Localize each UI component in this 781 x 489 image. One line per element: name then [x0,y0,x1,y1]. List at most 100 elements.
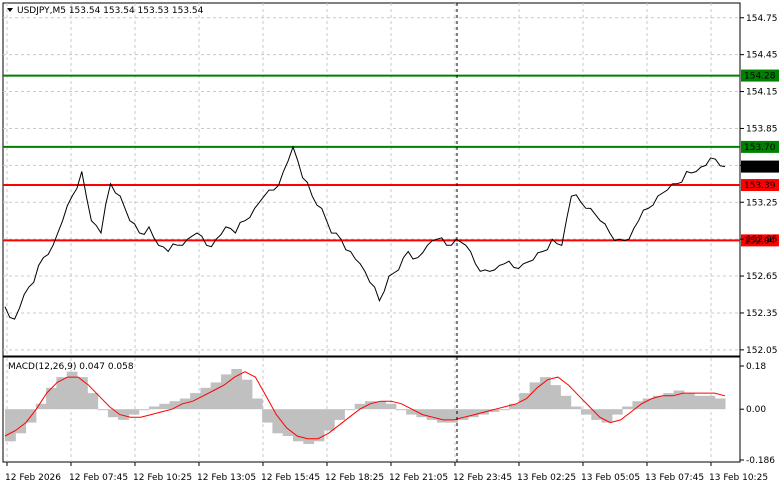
macd-histogram-bar [5,409,16,442]
macd-histogram-bar [313,409,325,442]
macd-histogram-bar [169,401,181,410]
macd-histogram-bar [303,409,315,444]
macd-histogram-bar [231,369,243,410]
macd-histogram-bar [149,406,160,410]
time-tick-label: 12 Feb 10:25 [133,473,192,483]
macd-histogram-bar [601,409,613,423]
macd-histogram-bar [293,409,304,442]
price-tick-label: 154.75 [746,14,778,24]
macd-axis: 0.18 0.00 -0.186 [740,362,775,466]
macd-tick-label: 0.00 [746,405,766,415]
macd-histogram-bar [179,398,191,410]
price-tick-label: 152.05 [746,346,778,356]
macd-histogram-bar [15,409,27,434]
macd-histogram-bar [714,398,726,410]
level-price-label: 153.70 [744,143,776,153]
macd-histogram-bar [159,403,171,410]
macd-histogram-bar [467,409,479,418]
current-price-label: 153.54 [744,163,776,173]
macd-histogram-bar [46,387,57,410]
macd-histogram-bar [570,406,582,410]
price-tick-label: 152.65 [746,272,778,282]
macd-histogram-bar [241,379,253,410]
macd-histogram-bar [509,403,520,410]
macd-histogram-bar [694,395,705,410]
macd-histogram-bar [210,382,222,410]
grid [3,3,740,462]
macd-histogram-bar [581,409,592,415]
level-price-box [741,234,779,247]
macd-histogram-bar [365,401,376,410]
macd-histogram-bar [673,390,685,410]
macd-histogram-bar [653,395,664,410]
price-tick-label: 154.15 [746,88,778,98]
macd-histogram-bar [107,409,119,418]
price-tick-label: 152.95 [746,235,778,245]
macd-signal-line [4,371,726,440]
level-price-box [741,179,779,192]
macd-histogram-bar [539,377,551,410]
macd-histogram-bar [344,409,356,411]
time-tick-label: 13 Feb 07:45 [645,473,704,483]
price-line [4,145,726,320]
macd-histogram-bar [282,409,294,436]
time-tick-label: 12 Feb 23:45 [453,473,512,483]
macd-histogram-bar [138,409,150,411]
macd-histogram-bar [262,409,273,423]
macd-histogram-bar [200,387,212,410]
time-tick-label: 12 Feb 13:05 [197,473,256,483]
price-tick-label: 152.35 [746,309,778,319]
macd-histogram-bar [632,401,644,410]
macd-histogram-bar [118,409,129,420]
macd-histogram-bar [488,409,500,412]
macd-histogram-bar [395,409,407,411]
macd-histogram-bar [426,409,438,420]
macd-histogram-bar [66,371,78,410]
time-tick-label: 12 Feb 07:45 [69,473,128,483]
macd-histogram-bar [550,385,561,410]
macd-histogram-bar [704,395,716,410]
macd-label: MACD(12,26,9) 0.047 0.058 [8,362,134,372]
time-tick-label: 13 Feb 10:25 [709,473,768,483]
macd-histogram-bar [385,403,397,410]
level-price-label: 153.39 [744,181,776,191]
macd-histogram-bar [272,409,284,434]
time-tick-label: 12 Feb 15:45 [261,473,320,483]
macd-histogram-bar [406,409,417,415]
price-tick-label: 153.85 [746,124,778,134]
time-tick-label: 13 Feb 05:05 [581,473,640,483]
macd-histogram-bar [97,409,109,411]
macd-histogram-bar [519,393,531,410]
support-resistance-levels: 154.28 153.70 153.39 152.94 153.54 [3,69,779,247]
price-tick-label: 153.25 [746,198,778,208]
macd-histogram-bar [663,393,675,410]
time-tick-label: 13 Feb 02:25 [517,473,576,483]
level-price-box [741,140,779,153]
macd-histogram-bar [77,377,88,410]
macd-histogram-bar [87,393,99,410]
macd-histogram-bar [642,398,654,410]
level-price-label: 152.94 [744,236,776,246]
symbol-header: USDJPY,M5 153.54 153.54 153.53 153.54 [17,6,204,16]
time-tick-label: 12 Feb 2026 [5,473,61,483]
macd-histogram-bar [622,406,633,410]
macd-histogram-bar [611,409,623,415]
macd-tick-label: 0.18 [746,362,766,372]
macd-histogram-bar [560,395,572,410]
time-tick-label: 12 Feb 21:05 [389,473,448,483]
macd-histogram-bar [35,403,47,410]
macd-histogram-bar [334,409,345,420]
price-tick-label: 153.55 [746,161,778,171]
macd-histogram-bar [56,377,68,410]
macd-histogram-bar [529,382,541,410]
price-tick-label: 154.45 [746,51,778,61]
macd-histogram-bar [457,409,469,420]
dropdown-arrow-icon[interactable] [7,8,13,12]
macd-histogram-bar [437,409,448,423]
price-axis: 154.75 154.45 154.15 153.85 153.55 153.25 152.… [740,14,778,356]
current-price-box [741,160,779,173]
macd-tick-label: -0.186 [746,456,775,466]
macd-histogram-bar [683,393,695,410]
macd-histogram-bar [221,374,232,410]
